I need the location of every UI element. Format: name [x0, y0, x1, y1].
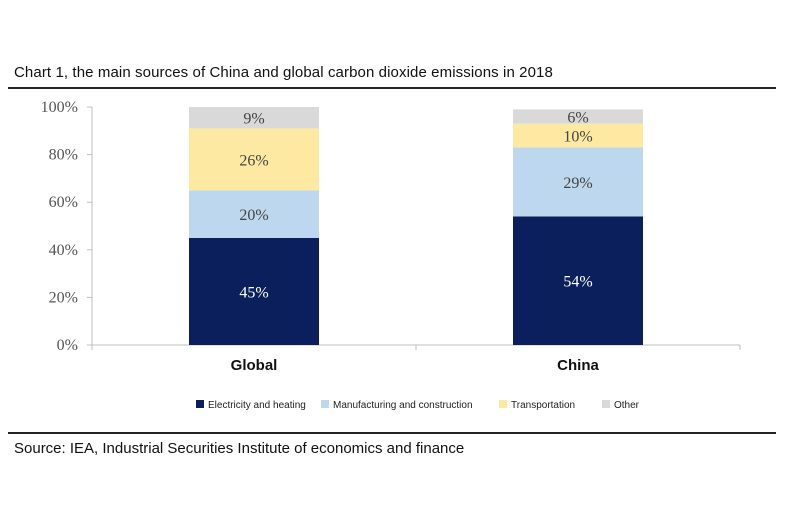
legend-label: Manufacturing and construction	[333, 400, 473, 411]
legend-label: Transportation	[511, 400, 575, 411]
data-label: 20%	[239, 207, 268, 224]
legend-swatch	[499, 400, 507, 408]
legend-swatch	[196, 400, 204, 408]
bottom-rule	[8, 432, 776, 434]
x-category-label: Global	[231, 357, 278, 374]
data-label: 29%	[563, 175, 592, 192]
bar-segment	[513, 123, 643, 148]
bar-segment	[513, 147, 643, 217]
y-tick-label: 40%	[49, 242, 78, 259]
data-label: 6%	[567, 110, 588, 127]
y-tick-label: 80%	[49, 147, 78, 164]
bar-segment	[513, 109, 643, 124]
data-label: 10%	[563, 129, 592, 146]
data-label: 26%	[239, 152, 268, 169]
chart-title: Chart 1, the main sources of China and g…	[14, 64, 553, 81]
x-category-label: China	[557, 357, 599, 374]
legend-label: Electricity and heating	[208, 400, 306, 411]
top-rule	[8, 87, 776, 89]
bar-segment	[189, 128, 319, 191]
data-label: 54%	[563, 274, 592, 291]
y-tick-label: 100%	[41, 99, 78, 116]
y-tick-label: 20%	[49, 289, 78, 306]
y-tick-label: 60%	[49, 194, 78, 211]
source-note: Source: IEA, Industrial Securities Insti…	[14, 440, 465, 457]
data-label: 45%	[239, 284, 268, 301]
legend-swatch	[602, 400, 610, 408]
bar-segment	[189, 190, 319, 238]
data-label: 9%	[243, 111, 264, 128]
legend-swatch	[321, 400, 329, 408]
bar-segment	[189, 107, 319, 129]
legend-label: Other	[614, 400, 640, 411]
bar-segment	[189, 237, 319, 345]
bar-segment	[513, 216, 643, 345]
y-tick-label: 0%	[57, 337, 78, 354]
